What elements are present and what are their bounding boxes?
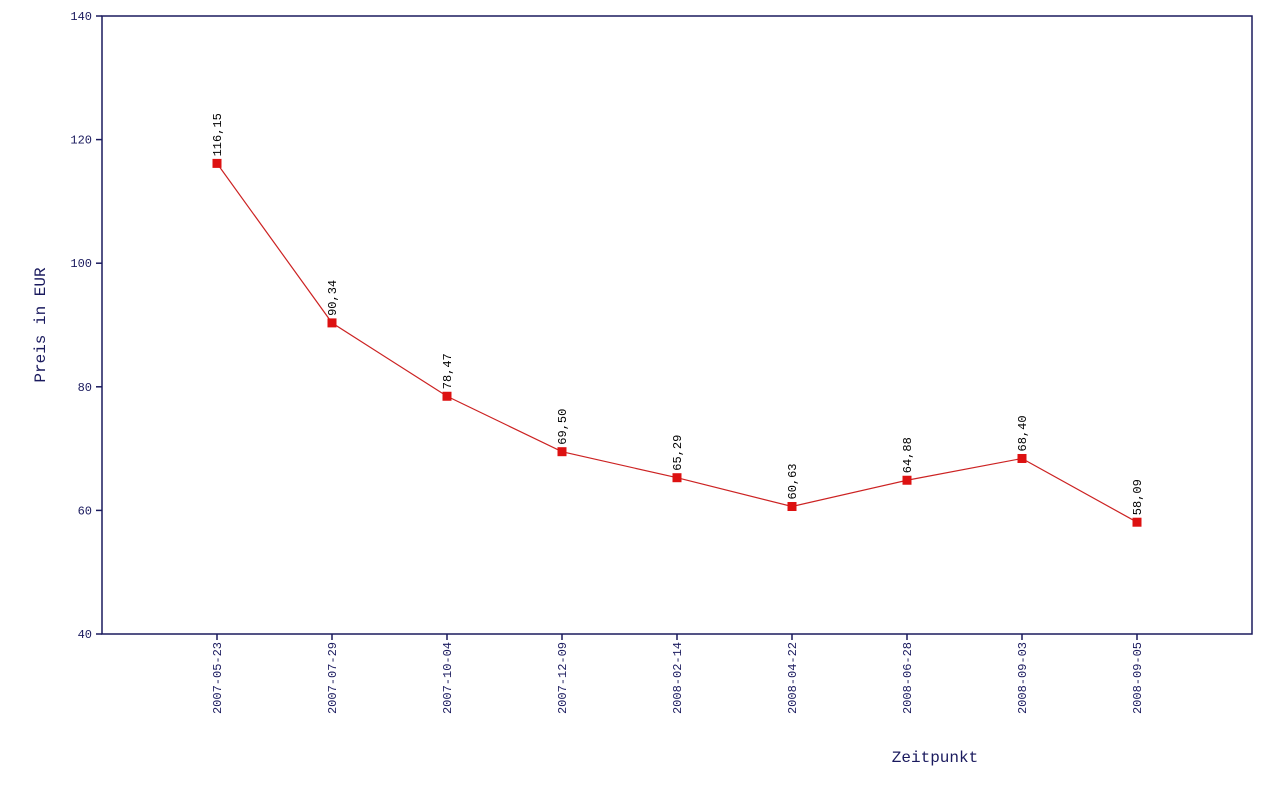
data-point xyxy=(557,447,567,457)
data-point xyxy=(212,158,222,168)
x-tick-label: 2008-09-05 xyxy=(1131,642,1145,714)
x-tick-label: 2007-07-29 xyxy=(326,642,340,714)
y-tick-label: 60 xyxy=(78,504,92,518)
value-label: 68,40 xyxy=(1016,415,1030,451)
value-label: 78,47 xyxy=(441,353,455,389)
x-tick-label: 2007-05-23 xyxy=(211,642,225,714)
y-tick-label: 100 xyxy=(70,257,92,271)
y-axis-title: Preis in EUR xyxy=(32,267,50,383)
data-point xyxy=(672,473,682,483)
data-point xyxy=(1132,517,1142,527)
value-label: 58,09 xyxy=(1131,479,1145,515)
value-label: 64,88 xyxy=(901,437,915,473)
data-point xyxy=(902,475,912,485)
x-tick-label: 2007-10-04 xyxy=(441,642,455,714)
x-tick-label: 2008-04-22 xyxy=(786,642,800,714)
x-tick-label: 2008-06-28 xyxy=(901,642,915,714)
value-label: 69,50 xyxy=(556,409,570,445)
y-tick-label: 40 xyxy=(78,628,92,642)
y-tick-label: 80 xyxy=(78,381,92,395)
data-point xyxy=(327,318,337,328)
x-axis-title: Zeitpunkt xyxy=(892,749,978,767)
x-tick-label: 2008-09-03 xyxy=(1016,642,1030,714)
data-point xyxy=(1017,453,1027,463)
y-tick-label: 140 xyxy=(70,10,92,24)
plot-frame xyxy=(101,15,1253,635)
value-label: 90,34 xyxy=(326,280,340,316)
value-label: 116,15 xyxy=(211,113,225,156)
data-point xyxy=(442,391,452,401)
data-point xyxy=(787,502,797,512)
value-label: 60,63 xyxy=(786,463,800,499)
x-tick-label: 2008-02-14 xyxy=(671,642,685,714)
x-tick-label: 2007-12-09 xyxy=(556,642,570,714)
y-tick-label: 120 xyxy=(70,134,92,148)
value-label: 65,29 xyxy=(671,435,685,471)
